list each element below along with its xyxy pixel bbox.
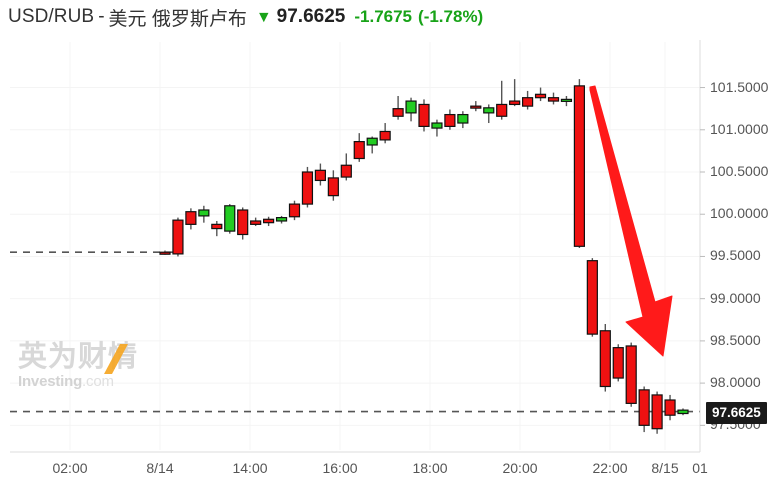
x-axis-tick-label: 20:00 [502,460,538,476]
y-axis-tick-label: 100.5000 [710,163,769,179]
price-direction-down-icon: ▼ [255,9,272,26]
reference-lines [10,251,700,413]
y-axis-tick-label: 99.0000 [710,289,761,306]
axis-lines [10,40,705,453]
y-axis-tick-label: 99.5000 [710,247,761,264]
price-chart[interactable]: 英为财情 Investing.com 101.5000 101.0000 100.5… [0,34,780,478]
x-axis-tick-label: 8/15 [651,460,679,476]
x-axis-tick-label: 16:00 [322,460,358,476]
last-price: 97.6625 [276,6,346,27]
y-axis-tick-label: 101.0000 [710,120,769,137]
x-axis-tick-label: 22:00 [592,460,628,476]
price-change-percent: (-1.78%) [418,7,484,26]
quote-header: USD/RUB - 美元 俄罗斯卢布 ▼ 97.6625 -1.7675 (-1… [0,0,780,34]
y-axis-tick-label: 100.0000 [710,205,769,222]
x-axis-tick-label: 14:00 [232,460,268,476]
header-separator: - [98,6,105,27]
candles [159,79,689,434]
x-axis-tick-label: 8/14 [146,460,174,476]
x-axis-tick-label: 01 [692,460,708,476]
instrument-name: 美元 俄罗斯卢布 [108,8,247,30]
x-axis-tick-label: 02:00 [52,460,88,476]
price-change: -1.7675 [354,7,413,26]
downtrend-arrow-annotation [589,85,673,357]
y-axis-tick-label: 98.5000 [710,331,761,348]
candlestick-plot [10,40,705,453]
y-axis-tick-label: 98.0000 [710,374,761,391]
x-axis-tick-label: 18:00 [412,460,448,476]
y-axis-tick-label: 101.5000 [710,78,769,95]
instrument-symbol: USD/RUB [8,6,95,27]
current-price-badge: 97.6625 [706,401,767,424]
